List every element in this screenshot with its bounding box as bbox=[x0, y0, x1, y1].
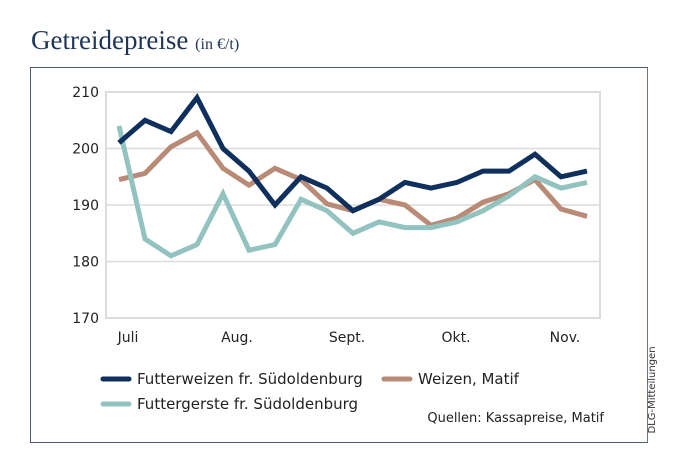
legend-label: Futtergerste fr. Südoldenburg bbox=[137, 395, 358, 413]
legend-label: Futterweizen fr. Südoldenburg bbox=[137, 370, 363, 388]
series-line-0 bbox=[117, 93, 588, 214]
source-note: Quellen: Kassapreise, Matif bbox=[427, 411, 604, 426]
y-axis-ticks: 170 180 190 200 210 bbox=[72, 85, 99, 327]
legend: Futterweizen fr. Südoldenburg Weizen, Mat… bbox=[100, 370, 520, 413]
x-tick-label: Nov. bbox=[550, 330, 581, 346]
chart-frame bbox=[30, 67, 648, 443]
title-unit: (in €/t) bbox=[195, 36, 240, 53]
series-line-2 bbox=[116, 125, 588, 259]
grid bbox=[105, 91, 601, 319]
y-tick-label: 170 bbox=[72, 311, 99, 327]
x-axis-ticks: Juli Aug. Sept. Okt. Nov. bbox=[117, 330, 581, 346]
title-main: Getreidepreise bbox=[31, 25, 189, 55]
y-tick-label: 210 bbox=[72, 85, 99, 101]
credit-label: DLG-Mitteilungen bbox=[647, 346, 658, 433]
chart-title: Getreidepreise (in €/t) bbox=[31, 25, 239, 56]
y-tick-label: 200 bbox=[72, 142, 99, 158]
x-tick-label: Sept. bbox=[329, 330, 365, 346]
y-tick-label: 190 bbox=[72, 198, 99, 214]
x-tick-label: Okt. bbox=[441, 330, 470, 346]
x-tick-label: Juli bbox=[117, 330, 139, 346]
y-tick-label: 180 bbox=[72, 255, 99, 271]
legend-label: Weizen, Matif bbox=[418, 370, 520, 388]
x-tick-label: Aug. bbox=[221, 330, 253, 346]
series-lines bbox=[116, 93, 588, 259]
